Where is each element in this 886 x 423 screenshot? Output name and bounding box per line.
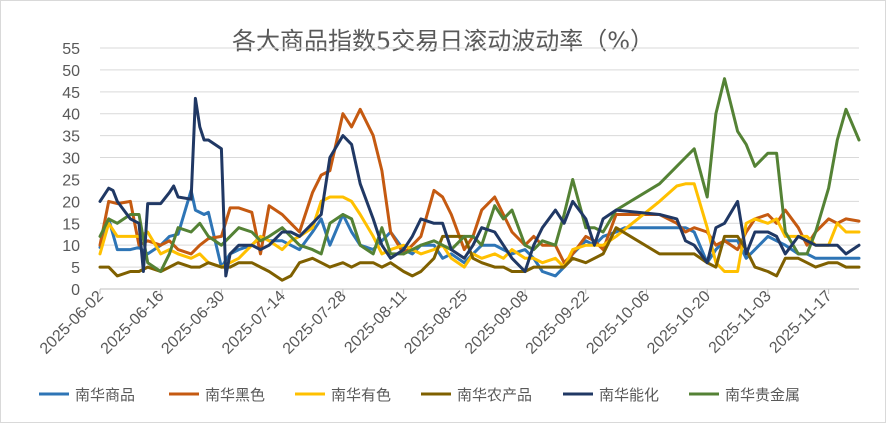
- x-tick-label: 2025-06-30: [158, 288, 228, 358]
- gridlines: [100, 47, 859, 290]
- legend-label: 南华黑色: [205, 386, 265, 404]
- legend: 南华商品 南华黑色 南华有色 南华农产品 南华能化 南华贵金属: [39, 386, 800, 404]
- y-tick-label: 50: [62, 63, 80, 80]
- series-line-2: [98, 107, 861, 265]
- series-line-6: [98, 77, 861, 273]
- series-line-5: [98, 96, 861, 278]
- x-tick-label: 2025-10-06: [583, 288, 653, 358]
- y-tick-label: 0: [71, 282, 80, 299]
- y-tick-label: 40: [62, 107, 80, 124]
- x-tick-label: 2025-09-22: [523, 288, 593, 358]
- y-tick-label: 55: [62, 41, 80, 58]
- x-tick-label: 2025-08-25: [401, 288, 471, 358]
- y-tick-label: 30: [62, 151, 80, 168]
- series-line-4: [98, 226, 861, 282]
- y-tick-label: 5: [71, 260, 80, 277]
- x-tick-label: 2025-07-28: [280, 288, 350, 358]
- x-tick-label: 2025-07-14: [219, 288, 289, 358]
- x-tick-label: 2025-10-20: [644, 288, 714, 358]
- legend-label: 南华农产品: [457, 386, 532, 404]
- chart-title: 各大商品指数5交易日滚动波动率（%）: [231, 27, 655, 55]
- y-tick-label: 45: [62, 85, 80, 102]
- x-tick-label: 2025-09-08: [462, 288, 532, 358]
- x-tick-label: 2025-08-11: [341, 288, 410, 357]
- series-lines: [98, 77, 861, 282]
- x-tick-label: 2025-11-17: [766, 288, 835, 357]
- legend-label: 南华有色: [331, 386, 391, 404]
- x-tick-label: 2025-06-16: [98, 288, 168, 358]
- series-line-1: [98, 188, 861, 278]
- x-tick-label: 2025-11-03: [706, 288, 775, 357]
- axes: 05101520253035404550552025-06-022025-06-…: [37, 41, 859, 358]
- y-tick-label: 35: [62, 129, 80, 146]
- y-tick-label: 20: [62, 194, 80, 211]
- legend-label: 南华贵金属: [725, 386, 800, 404]
- y-tick-label: 25: [62, 172, 80, 189]
- y-tick-label: 10: [62, 238, 80, 255]
- legend-label: 南华商品: [75, 386, 135, 404]
- legend-label: 南华能化: [599, 386, 659, 404]
- y-tick-label: 15: [62, 216, 80, 233]
